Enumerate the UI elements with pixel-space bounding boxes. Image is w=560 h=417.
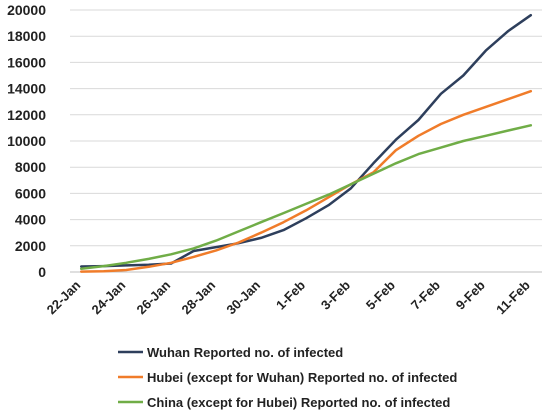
y-tick-label: 8000 <box>15 159 46 175</box>
y-axis-tick-labels: 0 2000 4000 6000 8000 10000 12000 14000 16000 180… <box>7 2 46 280</box>
y-tick-label: 14000 <box>7 81 46 97</box>
y-tick-label: 0 <box>38 264 46 280</box>
series-line-3 <box>79 124 533 270</box>
x-tick-label: 9-Feb <box>453 277 488 312</box>
x-tick-label: 28-Jan <box>178 277 218 317</box>
x-tick-label: 7-Feb <box>408 277 443 312</box>
x-tick-label: 1-Feb <box>273 277 308 312</box>
x-tick-label: 3-Feb <box>318 277 353 312</box>
x-tick-label: 22-Jan <box>44 277 84 317</box>
series-lines <box>79 13 533 273</box>
y-tick-label: 12000 <box>7 107 46 123</box>
x-tick-label: 11-Feb <box>493 277 533 317</box>
y-tick-label: 2000 <box>15 238 46 254</box>
y-tick-label: 10000 <box>7 133 46 149</box>
legend-label: Hubei (except for Wuhan) Reported no. of… <box>147 370 457 385</box>
x-tick-label: 5-Feb <box>363 277 398 312</box>
x-tick-label: 24-Jan <box>89 277 129 317</box>
legend-label: China (except for Hubei) Reported no. of… <box>147 395 450 410</box>
y-tick-label: 16000 <box>7 54 46 70</box>
gridlines <box>70 9 542 247</box>
y-tick-label: 20000 <box>7 2 46 18</box>
legend-label: Wuhan Reported no. of infected <box>147 345 343 360</box>
x-axis-tick-labels: 22-Jan 24-Jan 26-Jan 28-Jan 30-Jan 1-Feb 3-Feb… <box>44 277 533 317</box>
y-tick-label: 4000 <box>15 212 46 228</box>
legend: Wuhan Reported no. of infected Hubei (exc… <box>118 345 457 410</box>
y-tick-label: 18000 <box>7 28 46 44</box>
x-tick-label: 26-Jan <box>134 277 174 317</box>
y-tick-label: 6000 <box>15 185 46 201</box>
x-tick-label: 30-Jan <box>223 277 263 317</box>
series-line-2 <box>79 89 533 273</box>
